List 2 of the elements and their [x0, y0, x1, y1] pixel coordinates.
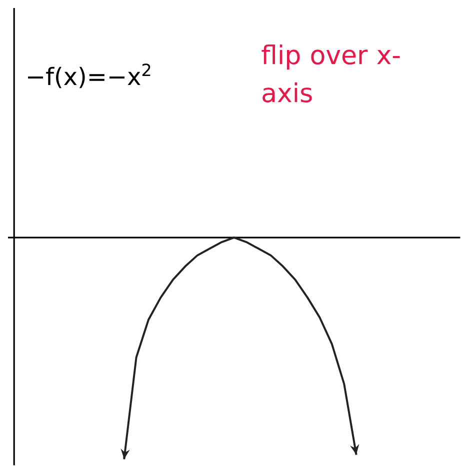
text: flip over x-axis: [262, 44, 400, 102]
text: −f(x)=−x$^{2}$: [28, 64, 150, 88]
